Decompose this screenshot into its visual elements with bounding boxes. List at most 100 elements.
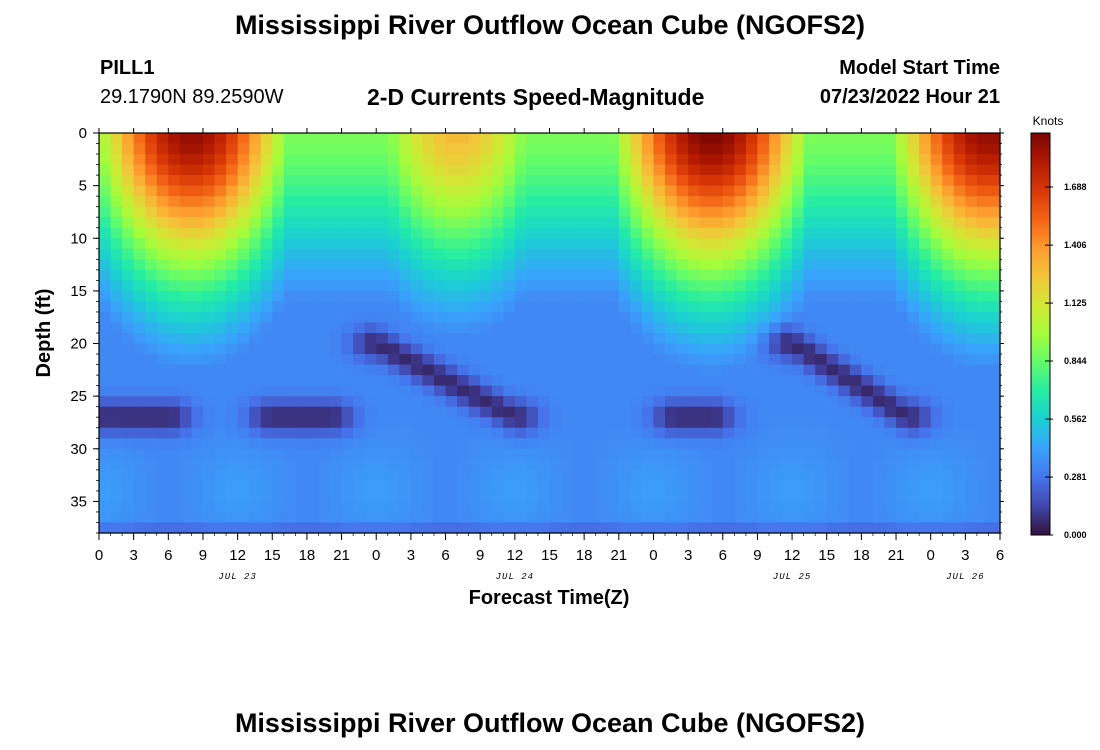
- heatmap-cell: [537, 396, 551, 408]
- heatmap-cell: [872, 217, 886, 229]
- heatmap-cell: [122, 290, 135, 303]
- heatmap-cell: [942, 438, 955, 450]
- heatmap-cell: [803, 354, 816, 366]
- heatmap-cell: [110, 164, 123, 176]
- heatmap-cell: [99, 427, 112, 439]
- heatmap-cell: [214, 301, 227, 313]
- heatmap-cell: [122, 280, 135, 292]
- heatmap-cell: [306, 511, 320, 524]
- heatmap-cell: [838, 133, 851, 145]
- heatmap-cell: [99, 185, 112, 197]
- heatmap-cell: [745, 259, 759, 271]
- heatmap-cell: [688, 227, 701, 239]
- heatmap-cell: [561, 196, 574, 208]
- heatmap-cell: [641, 480, 655, 492]
- heatmap-cell: [595, 280, 608, 292]
- heatmap-cell: [618, 238, 631, 250]
- heatmap-cell: [838, 490, 851, 503]
- heatmap-cell: [364, 227, 377, 239]
- heatmap-cell: [295, 333, 308, 345]
- heatmap-cell: [364, 290, 377, 303]
- heatmap-cell: [676, 259, 689, 271]
- heatmap-cell: [537, 164, 551, 176]
- heatmap-cell: [526, 522, 539, 534]
- heatmap-cell: [792, 259, 805, 271]
- heatmap-cell: [792, 196, 805, 208]
- heatmap-cell: [653, 301, 666, 313]
- heatmap-cell: [318, 154, 331, 166]
- heatmap-cell: [145, 375, 158, 387]
- heatmap-cell: [179, 480, 193, 492]
- heatmap-cell: [595, 217, 608, 229]
- heatmap-cell: [306, 480, 320, 492]
- heatmap-cell: [572, 396, 585, 408]
- heatmap-cell: [133, 280, 146, 292]
- heatmap-cell: [503, 322, 516, 334]
- heatmap-cell: [272, 133, 285, 145]
- heatmap-cell: [122, 375, 135, 387]
- heatmap-cell: [99, 480, 112, 492]
- heatmap-cell: [757, 343, 770, 355]
- heatmap-cell: [826, 448, 839, 460]
- heatmap-cell: [214, 396, 227, 408]
- heatmap-cell: [572, 185, 585, 197]
- heatmap-cell: [988, 511, 1001, 524]
- heatmap-cell: [410, 448, 424, 460]
- heatmap-cell: [595, 301, 608, 313]
- heatmap-cell: [133, 438, 146, 450]
- heatmap-cell: [191, 448, 204, 460]
- heatmap-cell: [249, 375, 262, 387]
- heatmap-cell: [226, 259, 239, 271]
- heatmap-cell: [168, 322, 181, 334]
- heatmap-cell: [156, 175, 169, 187]
- heatmap-cell: [133, 406, 146, 418]
- heatmap-cell: [422, 164, 435, 176]
- heatmap-cell: [364, 438, 377, 450]
- heatmap-cell: [330, 311, 343, 324]
- heatmap-cell: [468, 459, 481, 471]
- heatmap-cell: [330, 238, 343, 250]
- heatmap-cell: [364, 396, 377, 408]
- heatmap-cell: [237, 480, 250, 492]
- heatmap-cell: [537, 406, 551, 418]
- heatmap-cell: [387, 196, 400, 208]
- heatmap-cell: [549, 259, 562, 271]
- heatmap-cell: [618, 175, 631, 187]
- heatmap-cell: [826, 238, 839, 250]
- heatmap-cell: [849, 311, 862, 324]
- heatmap-cell: [480, 238, 493, 250]
- heatmap-cell: [364, 217, 377, 229]
- heatmap-cell: [630, 511, 643, 524]
- heatmap-cell: [283, 290, 296, 303]
- heatmap-cell: [468, 375, 481, 387]
- heatmap-cell: [249, 238, 262, 250]
- heatmap-cell: [214, 248, 227, 260]
- heatmap-cell: [179, 522, 193, 534]
- heatmap-cell: [491, 375, 504, 387]
- heatmap-cell: [665, 354, 678, 366]
- heatmap-cell: [295, 290, 308, 303]
- heatmap-cell: [260, 438, 273, 450]
- heatmap-cell: [249, 154, 262, 166]
- heatmap-cell: [849, 385, 862, 397]
- heatmap-cell: [168, 280, 181, 292]
- heatmap-cell: [942, 333, 955, 345]
- heatmap-cell: [711, 185, 724, 197]
- heatmap-cell: [826, 343, 839, 355]
- heatmap-cell: [122, 417, 135, 429]
- heatmap-cell: [376, 333, 389, 345]
- heatmap-cell: [110, 238, 123, 250]
- heatmap-cell: [676, 333, 689, 345]
- heatmap-cell: [376, 206, 389, 218]
- heatmap-cell: [953, 175, 966, 187]
- heatmap-cell: [688, 459, 701, 471]
- heatmap-cell: [503, 459, 516, 471]
- heatmap-cell: [272, 490, 285, 503]
- heatmap-cell: [433, 217, 447, 229]
- station-name: PILL1: [100, 57, 155, 79]
- heatmap-cell: [965, 448, 978, 460]
- heatmap-cell: [410, 333, 424, 345]
- heatmap-cell: [722, 501, 735, 513]
- heatmap-cell: [745, 438, 759, 450]
- heatmap-cell: [341, 427, 354, 439]
